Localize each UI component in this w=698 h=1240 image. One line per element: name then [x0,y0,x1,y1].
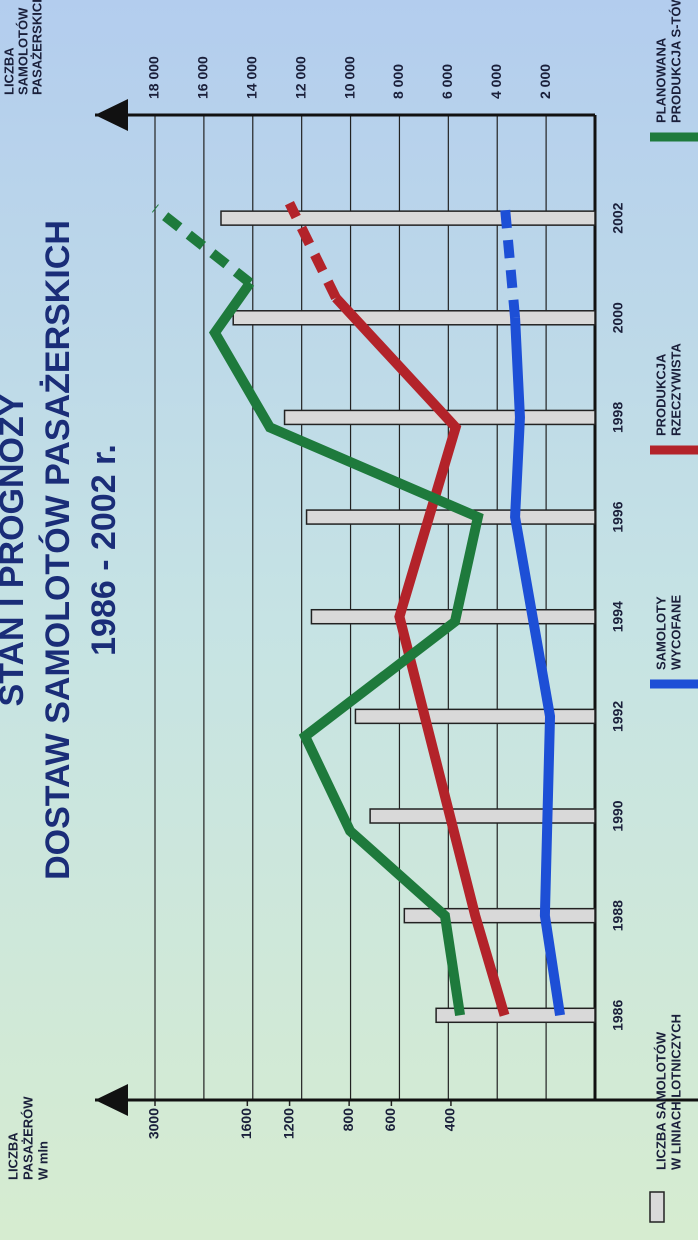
legend-label: RZECZYWISTA [668,342,683,436]
y2-tick-label: 3000 [146,1108,162,1139]
y2-tick-label: 600 [382,1108,398,1132]
chart-title: 1986 - 2002 r. [85,444,123,656]
y2-axis-title: LICZBA [5,1132,20,1180]
chart-title: DOSTAW SAMOLOTÓW PASAŻERSKICH [39,220,77,880]
y2-axis-title: W mln [35,1141,50,1180]
y-tick-label: 6 000 [439,64,455,99]
page: STAN I PROGNOZY DOSTAW SAMOLOTÓW PASAŻERS… [0,0,698,1240]
y2-tick-label: 800 [340,1108,356,1132]
bar [370,809,595,823]
y-tick-label: 14 000 [243,56,259,99]
y2-tick-label: 400 [442,1108,458,1132]
y2-tick-label: 1200 [280,1108,296,1139]
bar [307,510,595,524]
legend-label: SAMOLOTY [653,596,668,670]
bar [221,211,595,225]
legend-label: PRODUKCJA S-TÓW [668,0,683,123]
y-tick-label: 10 000 [341,56,357,99]
legend-label: W LINIACH LOTNICZYCH [668,1014,683,1170]
x-tick-label: 2000 [610,302,626,333]
legend-label: WYCOFANE [668,595,683,670]
x-tick-label: 1994 [610,601,626,632]
y-tick-label: 12 000 [292,56,308,99]
x-tick-label: 1990 [610,800,626,831]
y-axis-title: LICZBA [1,47,16,95]
y-tick-label: 2 000 [537,64,553,99]
x-tick-label: 1998 [610,402,626,433]
x-tick-label: 2002 [610,202,626,233]
x-tick-label: 1986 [610,1000,626,1031]
x-tick-label: 1996 [610,501,626,532]
bar [233,311,595,325]
bar [355,709,595,723]
legend-swatch [650,1192,664,1222]
y-axis-title: SAMOLOTÓW [15,7,30,95]
y2-tick-label: 1600 [238,1108,254,1139]
y2-axis-title: PASAŻERÓW [20,1096,35,1180]
y-tick-label: 16 000 [195,56,211,99]
y-axis-title: PASAŻERSKICH [29,0,44,95]
legend-label: PLANOWANA [653,37,668,123]
legend-label: LICZBA SAMOLOTÓW [653,1031,668,1170]
y-tick-label: 8 000 [390,64,406,99]
chart-title: STAN I PROGNOZY [0,393,31,706]
legend-label: PRODUKCJA [653,353,668,436]
y-tick-label: 18 000 [146,56,162,99]
y-tick-label: 4 000 [488,64,504,99]
x-tick-label: 1992 [610,701,626,732]
x-tick-label: 1988 [610,900,626,931]
chart: STAN I PROGNOZY DOSTAW SAMOLOTÓW PASAŻERS… [0,0,698,1240]
